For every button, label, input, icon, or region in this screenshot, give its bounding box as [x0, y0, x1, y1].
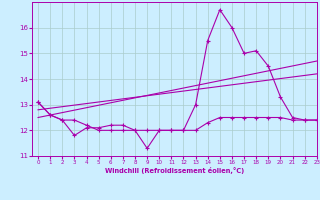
X-axis label: Windchill (Refroidissement éolien,°C): Windchill (Refroidissement éolien,°C)	[105, 167, 244, 174]
